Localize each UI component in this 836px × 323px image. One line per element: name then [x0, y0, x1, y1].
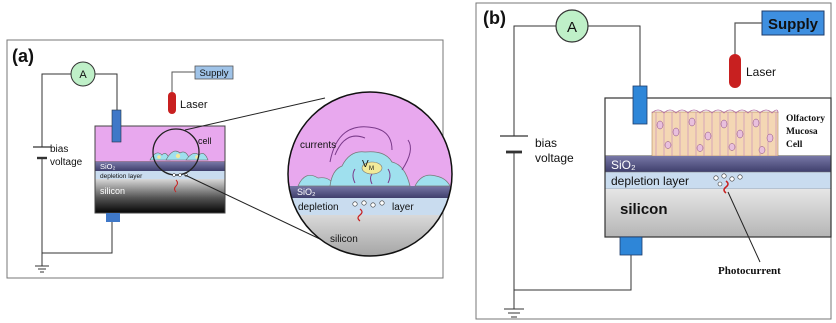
panel-a-depletion-layer [95, 171, 225, 179]
panel-b-olfactory-cells [651, 109, 779, 157]
panel-b-sio2-label: SiO₂ [611, 158, 636, 172]
panel-b-sio2-layer [605, 156, 831, 172]
panel-a-laser-label: Laser [180, 99, 208, 111]
panel-b-depletion-label: depletion layer [611, 174, 689, 188]
panel-a-silicon-label: silicon [100, 186, 125, 196]
panel-b-photocurrent-pointer [727, 191, 761, 263]
panel-a-voltage-label: voltage [50, 157, 83, 168]
panel-b-cell-label-1: Olfactory [786, 114, 825, 124]
panel-b-laser-icon [729, 54, 741, 88]
zoom-layer-label: layer [392, 202, 414, 213]
panel-b-bias-label: bias [535, 136, 557, 150]
panel-b-silicon-layer [605, 189, 831, 237]
zoom-vm-subscript: M [369, 166, 374, 172]
panel-b-top-electrode [632, 85, 648, 125]
zoom-sio2-label: SiO₂ [297, 187, 316, 197]
panel-a-ground-icon [35, 265, 49, 273]
panel-b-silicon-label: silicon [620, 201, 668, 218]
panel-a-zoom-line-bottom [184, 174, 323, 241]
panel-a-cell-label: cell [198, 136, 212, 146]
panel-a-circuit [41, 73, 118, 266]
panel-b-cell-label-2: Mucosa [786, 127, 818, 137]
panel-b-photocurrent-label: Photocurrent [718, 265, 781, 277]
panel-a-battery-icon [33, 146, 51, 160]
panel-b-laser-label: Laser [746, 65, 776, 79]
panel-b-ammeter-label: A [567, 19, 577, 36]
panel-b-photocurrent-arrow [723, 180, 729, 194]
panel-a-bias-label: bias [50, 144, 68, 155]
zoom-vm-label: V [362, 159, 369, 170]
panel-b-tag: (b) [483, 8, 506, 28]
panel-a: (a) bias voltage A Supply Laser [6, 39, 453, 279]
panel-a-back-electrode [106, 213, 120, 222]
panel-b-cell-label-3: Cell [786, 140, 803, 150]
panel-b-device [604, 85, 832, 263]
panel-b-circuit [513, 25, 641, 309]
panel-a-zoom-line-top [184, 97, 326, 131]
panel-b-ammeter-icon [555, 9, 589, 43]
panel-a-depletion-label: depletion layer [100, 173, 143, 180]
panel-b-charges [713, 173, 743, 187]
panel-b-supply-label: Supply [768, 16, 819, 33]
panel-a-device [94, 109, 226, 222]
zoom-silicon-label: silicon [330, 234, 358, 245]
panel-b-back-electrode [619, 236, 643, 256]
panel-b-ground-icon [504, 308, 524, 318]
panel-b-battery-icon [500, 135, 528, 154]
zoom-circle-outline [287, 91, 453, 257]
panel-a-laser-icon [168, 92, 176, 114]
panel-b-laser-cable [734, 22, 762, 54]
panel-a-tag: (a) [12, 46, 34, 66]
panel-a-magnifier [152, 128, 200, 176]
zoom-currents-label: currents [300, 140, 336, 151]
panel-a-laser-cable [171, 71, 195, 92]
zoom-depletion-label: depletion [298, 202, 339, 213]
panel-a-supply-label: Supply [199, 68, 228, 79]
panel-b: (b) bias voltage A Supply Laser [475, 2, 832, 320]
panel-a-ammeter-label: A [79, 69, 87, 81]
panel-b-voltage-label: voltage [535, 151, 574, 165]
panel-a-sio2-label: SiO₂ [100, 162, 116, 171]
panel-a-silicon-layer [95, 179, 225, 213]
panel-a-ammeter-icon [70, 61, 96, 87]
panel-a-sio2-layer [95, 162, 225, 171]
panel-b-supply-box [761, 10, 825, 36]
panel-a-top-electrode [111, 109, 122, 143]
